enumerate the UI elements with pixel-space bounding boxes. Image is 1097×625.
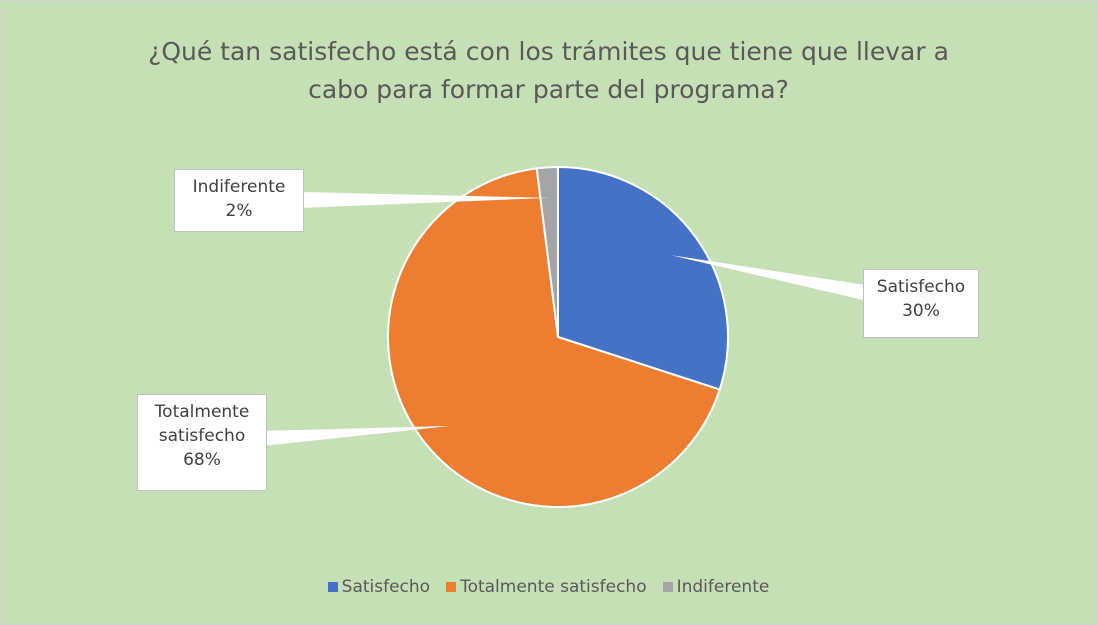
- data-label-value: 30%: [902, 301, 940, 321]
- chart-title: ¿Qué tan satisfecho está con los trámite…: [148, 37, 949, 104]
- data-label-value: 2%: [225, 201, 253, 221]
- data-label-value: 68%: [183, 450, 221, 470]
- data-label: Satisfecho 30%: [863, 269, 979, 338]
- legend-swatch: [446, 582, 457, 592]
- data-label-name: Indiferente: [192, 177, 286, 197]
- pie-slice: [557, 165, 729, 391]
- data-label-name: Totalmente satisfecho: [154, 402, 250, 446]
- data-label: Indiferente 2%: [174, 169, 304, 232]
- legend-entry: Totalmente satisfecho: [446, 577, 647, 597]
- data-label: Totalmente satisfecho 68%: [137, 394, 267, 491]
- data-label-name: Satisfecho: [876, 277, 966, 297]
- legend-swatch: [327, 582, 338, 592]
- legend-swatch: [662, 582, 673, 592]
- legend-label: Totalmente satisfecho: [460, 577, 647, 597]
- legend: Satisfecho Totalmente satisfecho Indiferen…: [1, 577, 1096, 597]
- legend-label: Satisfecho: [341, 577, 431, 597]
- legend-entry: Satisfecho: [327, 577, 431, 597]
- pie-slice: [535, 165, 559, 338]
- label-leader: [239, 190, 550, 211]
- legend-label: Indiferente: [676, 577, 770, 597]
- legend-entry: Indiferente: [662, 577, 770, 597]
- pie-slice: [387, 167, 721, 508]
